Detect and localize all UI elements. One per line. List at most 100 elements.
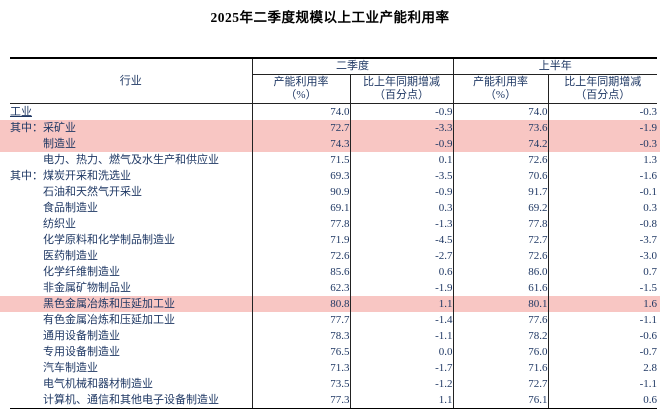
row-value-h1-change: -1.5 [547, 280, 657, 296]
table-row: 纺织业 77.8 -1.3 77.8 -0.8 [10, 216, 657, 232]
q2-change-subheader: 比上年同期增减 （百分点） [349, 74, 453, 104]
row-label-name: 电气机械和器材制造业 [43, 377, 153, 390]
row-label: 食品制造业 [10, 200, 252, 216]
row-value-h1-rate: 91.7 [452, 184, 548, 200]
row-value-h1-change: -0.1 [547, 184, 657, 200]
q2-change-unit: （百分点） [374, 89, 429, 101]
row-label-name: 纺织业 [43, 217, 76, 230]
q2-change-label: 比上年同期增减 [363, 76, 440, 88]
row-label-name: 有色金属冶炼和压延加工业 [43, 313, 175, 326]
row-value-q2-change: -1.1 [349, 328, 453, 344]
h1-change-unit: （百分点） [575, 89, 631, 101]
row-value-q2-change: 0.0 [349, 344, 453, 360]
row-value-h1-rate: 61.6 [452, 280, 548, 296]
q2-rate-label: 产能利用率 [273, 76, 329, 88]
row-label-name: 通用设备制造业 [43, 329, 120, 342]
row-value-q2-rate: 73.5 [251, 376, 350, 392]
row-value-q2-rate: 71.9 [251, 232, 350, 248]
row-value-h1-change: 0.7 [547, 264, 657, 280]
row-label: 工业 [10, 104, 252, 121]
row-label-name: 汽车制造业 [43, 361, 98, 374]
row-value-h1-rate: 71.6 [452, 360, 548, 376]
row-value-q2-change: -0.9 [349, 184, 453, 200]
h1-rate-unit: （%） [484, 89, 517, 101]
row-value-h1-change: 0.3 [547, 200, 657, 216]
row-value-q2-change: -0.9 [349, 136, 453, 152]
table-row: 非金属矿物制品业 62.3 -1.9 61.6 -1.5 [10, 280, 657, 296]
row-value-q2-rate: 69.3 [251, 168, 350, 184]
row-label: 化学原料和化学制品制造业 [10, 232, 252, 248]
row-value-q2-change: -3.5 [349, 168, 453, 184]
row-label: 电气机械和器材制造业 [10, 376, 252, 392]
row-value-q2-rate: 77.3 [251, 392, 350, 409]
row-value-h1-rate: 74.0 [452, 103, 548, 120]
row-label-prefix: 其中： [10, 169, 43, 182]
row-value-h1-rate: 72.7 [452, 232, 548, 248]
row-value-q2-rate: 90.9 [251, 184, 350, 200]
table-row: 专用设备制造业 76.5 0.0 76.0 -0.7 [10, 344, 657, 360]
row-label-name: 制造业 [43, 137, 76, 150]
row-value-h1-rate: 72.6 [452, 248, 548, 264]
table-row: 食品制造业 69.1 0.3 69.2 0.3 [10, 200, 657, 216]
industry-column-header: 行业 [10, 58, 252, 104]
row-value-q2-rate: 69.1 [251, 200, 350, 216]
q2-rate-subheader: 产能利用率 （%） [251, 74, 350, 104]
row-value-q2-rate: 74.3 [251, 136, 350, 152]
row-value-h1-change: -0.3 [547, 136, 657, 152]
row-label-name: 石油和天然气开采业 [43, 185, 142, 198]
table-row: 电力、热力、燃气及水生产和供应业 71.5 0.1 72.6 1.3 [10, 152, 657, 168]
row-value-q2-rate: 72.7 [251, 120, 350, 136]
row-label: 纺织业 [10, 216, 252, 232]
table-row: 有色金属冶炼和压延加工业 77.7 -1.4 77.6 -1.1 [10, 312, 657, 328]
row-value-h1-change: 1.6 [547, 296, 657, 312]
row-label: 通用设备制造业 [10, 328, 252, 344]
row-value-h1-rate: 74.2 [452, 136, 548, 152]
table-row: 汽车制造业 71.3 -1.7 71.6 2.8 [10, 360, 657, 376]
row-label: 有色金属冶炼和压延加工业 [10, 312, 252, 328]
row-value-q2-rate: 77.8 [251, 216, 350, 232]
row-label: 制造业 [10, 136, 252, 152]
row-label-prefix: 其中： [10, 121, 43, 134]
row-value-h1-rate: 77.6 [452, 312, 548, 328]
row-label-name: 专用设备制造业 [43, 345, 120, 358]
row-label: 石油和天然气开采业 [10, 184, 252, 200]
table-row: 化学纤维制造业 85.6 0.6 86.0 0.7 [10, 264, 657, 280]
row-value-q2-rate: 78.3 [251, 328, 350, 344]
h1-rate-label: 产能利用率 [473, 76, 528, 88]
row-value-q2-rate: 74.0 [251, 103, 350, 120]
row-label: 电力、热力、燃气及水生产和供应业 [10, 152, 252, 168]
row-label-name: 化学原料和化学制品制造业 [43, 233, 175, 246]
q2-group-header: 二季度 [251, 58, 453, 75]
row-label-name: 食品制造业 [43, 201, 98, 214]
row-value-q2-rate: 71.5 [251, 152, 350, 168]
q2-rate-unit: （%） [285, 89, 317, 101]
row-label: 医药制造业 [10, 248, 252, 264]
row-value-q2-change: -2.7 [349, 248, 453, 264]
table-row: 其中：采矿业 72.7 -3.3 73.6 -1.9 [10, 120, 657, 136]
row-value-h1-change: 0.6 [547, 392, 657, 409]
row-value-q2-change: 1.1 [349, 296, 453, 312]
row-value-q2-rate: 80.8 [251, 296, 350, 312]
row-value-h1-change: 2.8 [547, 360, 657, 376]
row-value-q2-rate: 76.5 [251, 344, 350, 360]
row-value-q2-rate: 62.3 [251, 280, 350, 296]
row-value-h1-rate: 72.7 [452, 376, 548, 392]
row-value-h1-change: -1.6 [547, 168, 657, 184]
table-row: 计算机、通信和其他电子设备制造业 77.3 1.1 76.1 0.6 [10, 392, 657, 409]
row-value-q2-change: 0.6 [349, 264, 453, 280]
table-row: 化学原料和化学制品制造业 71.9 -4.5 72.7 -3.7 [10, 232, 657, 248]
table-row: 其中：煤炭开采和洗选业 69.3 -3.5 70.6 -1.6 [10, 168, 657, 184]
row-value-h1-change: -0.6 [547, 328, 657, 344]
row-value-q2-rate: 85.6 [251, 264, 350, 280]
row-value-q2-change: -4.5 [349, 232, 453, 248]
h1-group-header: 上半年 [452, 58, 657, 75]
row-label-name: 黑色金属冶炼和压延加工业 [43, 297, 175, 310]
row-label-name: 化学纤维制造业 [43, 265, 120, 278]
row-value-h1-change: -1.1 [547, 312, 657, 328]
row-label: 其中：采矿业 [10, 120, 252, 136]
table-row: 黑色金属冶炼和压延加工业 80.8 1.1 80.1 1.6 [10, 296, 657, 312]
row-label: 其中：煤炭开采和洗选业 [10, 168, 252, 184]
row-label-name: 电力、热力、燃气及水生产和供应业 [43, 153, 219, 166]
row-value-h1-change: -0.8 [547, 216, 657, 232]
